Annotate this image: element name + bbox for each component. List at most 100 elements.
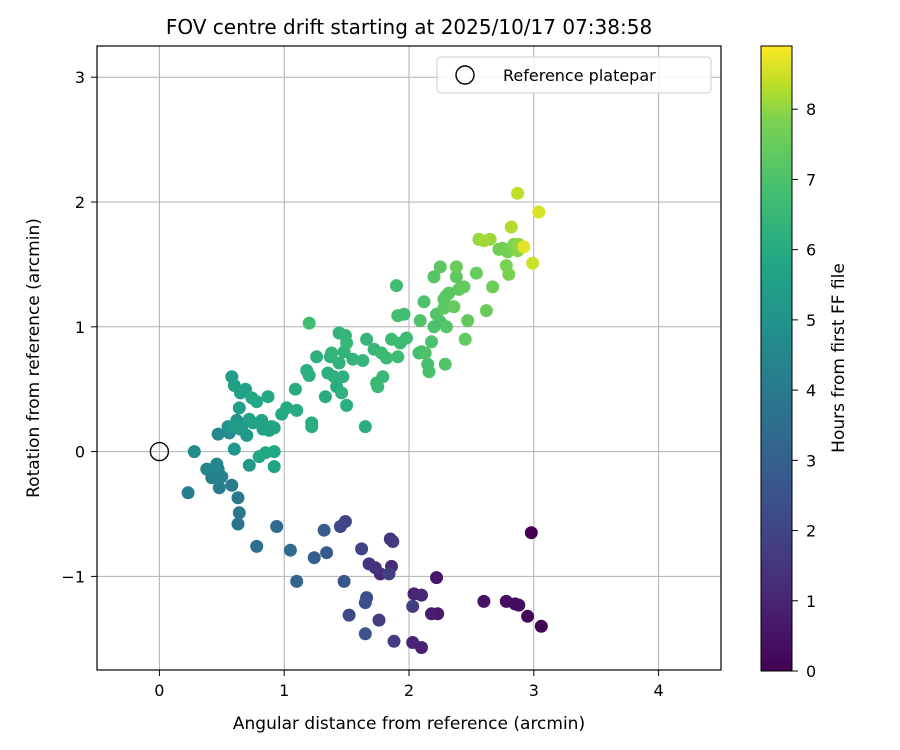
- data-point: [270, 520, 284, 533]
- data-point: [288, 382, 302, 396]
- data-point: [442, 286, 456, 300]
- data-point: [211, 427, 225, 441]
- colorbar-tick-label: 7: [806, 170, 816, 189]
- data-point: [250, 539, 264, 553]
- legend-box: [436, 56, 712, 94]
- colorbar-tick-label: 5: [806, 311, 816, 330]
- data-point: [499, 594, 513, 608]
- data-point: [267, 445, 281, 459]
- data-point: [390, 279, 403, 293]
- data-point: [283, 543, 297, 557]
- data-point: [290, 403, 304, 417]
- y-axis-ticks: −1 0 1 2 3: [61, 68, 97, 586]
- data-point: [532, 205, 546, 219]
- colorbar: [760, 45, 793, 672]
- colorbar-tick-label: 1: [806, 592, 816, 611]
- colorbar-tick-label: 6: [806, 241, 816, 260]
- data-point: [358, 420, 372, 434]
- data-point: [332, 356, 346, 370]
- colorbar-tick-label: 0: [806, 662, 816, 681]
- colorbar-label: Hours from first FF file: [829, 263, 849, 453]
- data-point: [290, 574, 304, 588]
- data-point: [265, 420, 279, 434]
- data-point: [318, 390, 332, 404]
- data-point: [280, 401, 294, 415]
- data-point: [502, 267, 516, 281]
- x-tick-label: 4: [654, 681, 664, 700]
- legend-label: Reference platepar: [503, 66, 656, 85]
- x-tick-label: 0: [154, 681, 164, 700]
- data-point: [234, 386, 247, 400]
- data-point: [486, 280, 500, 294]
- data-point: [302, 369, 316, 382]
- data-point: [430, 571, 443, 585]
- x-tick-label: 1: [279, 681, 289, 700]
- data-point: [317, 523, 331, 537]
- data-point: [511, 186, 525, 200]
- colorbar-tick-label: 8: [806, 100, 816, 119]
- data-point: [439, 320, 453, 334]
- data-point: [427, 320, 441, 334]
- data-point: [406, 599, 420, 613]
- data-point: [227, 442, 241, 456]
- data-point: [231, 517, 245, 531]
- data-point: [372, 613, 386, 627]
- data-point: [457, 280, 471, 294]
- data-point: [406, 636, 420, 649]
- data-point: [400, 331, 413, 345]
- data-point: [391, 350, 405, 364]
- data-point: [512, 598, 526, 612]
- data-point: [242, 458, 256, 472]
- data-point: [232, 401, 246, 415]
- colorbar-tick-label: 2: [806, 522, 816, 541]
- data-point: [422, 365, 436, 379]
- data-point: [415, 588, 428, 602]
- data-point: [325, 346, 339, 360]
- data-point: [521, 609, 535, 623]
- data-point: [397, 307, 411, 321]
- reference-marker: [149, 441, 170, 462]
- data-point: [261, 390, 275, 404]
- data-point: [433, 260, 447, 274]
- data-point: [358, 596, 372, 610]
- data-point: [438, 357, 452, 371]
- colorbar-tick-label: 4: [806, 381, 816, 400]
- y-tick-label: 1: [75, 318, 85, 337]
- y-tick-label: −1: [61, 567, 85, 586]
- data-point: [517, 240, 531, 254]
- data-point: [245, 391, 259, 405]
- data-point: [417, 295, 431, 309]
- data-point: [333, 520, 347, 533]
- data-point: [210, 457, 224, 471]
- data-point: [449, 270, 463, 284]
- y-tick-label: 2: [75, 193, 85, 212]
- data-point: [346, 352, 360, 366]
- data-point: [413, 314, 427, 328]
- data-point: [458, 332, 472, 346]
- data-point: [305, 416, 319, 430]
- x-tick-label: 3: [529, 681, 539, 700]
- data-point: [382, 567, 396, 581]
- data-point: [320, 546, 334, 560]
- data-point: [336, 370, 350, 384]
- x-axis-label: Angular distance from reference (arcmin): [233, 714, 585, 734]
- data-point: [187, 445, 201, 459]
- data-point: [231, 491, 245, 505]
- data-point: [526, 256, 540, 270]
- data-point: [358, 627, 372, 641]
- data-point: [307, 551, 321, 565]
- data-point: [504, 220, 518, 234]
- data-point: [371, 380, 385, 394]
- data-point: [387, 634, 401, 648]
- data-point: [449, 260, 463, 274]
- data-point: [212, 481, 226, 495]
- data-point: [461, 314, 475, 328]
- data-point: [386, 535, 400, 548]
- data-point: [335, 386, 349, 400]
- data-point: [310, 350, 324, 364]
- data-point: [337, 574, 351, 588]
- data-point: [225, 478, 239, 492]
- y-tick-label: 3: [75, 68, 85, 87]
- legend-marker: [455, 65, 475, 85]
